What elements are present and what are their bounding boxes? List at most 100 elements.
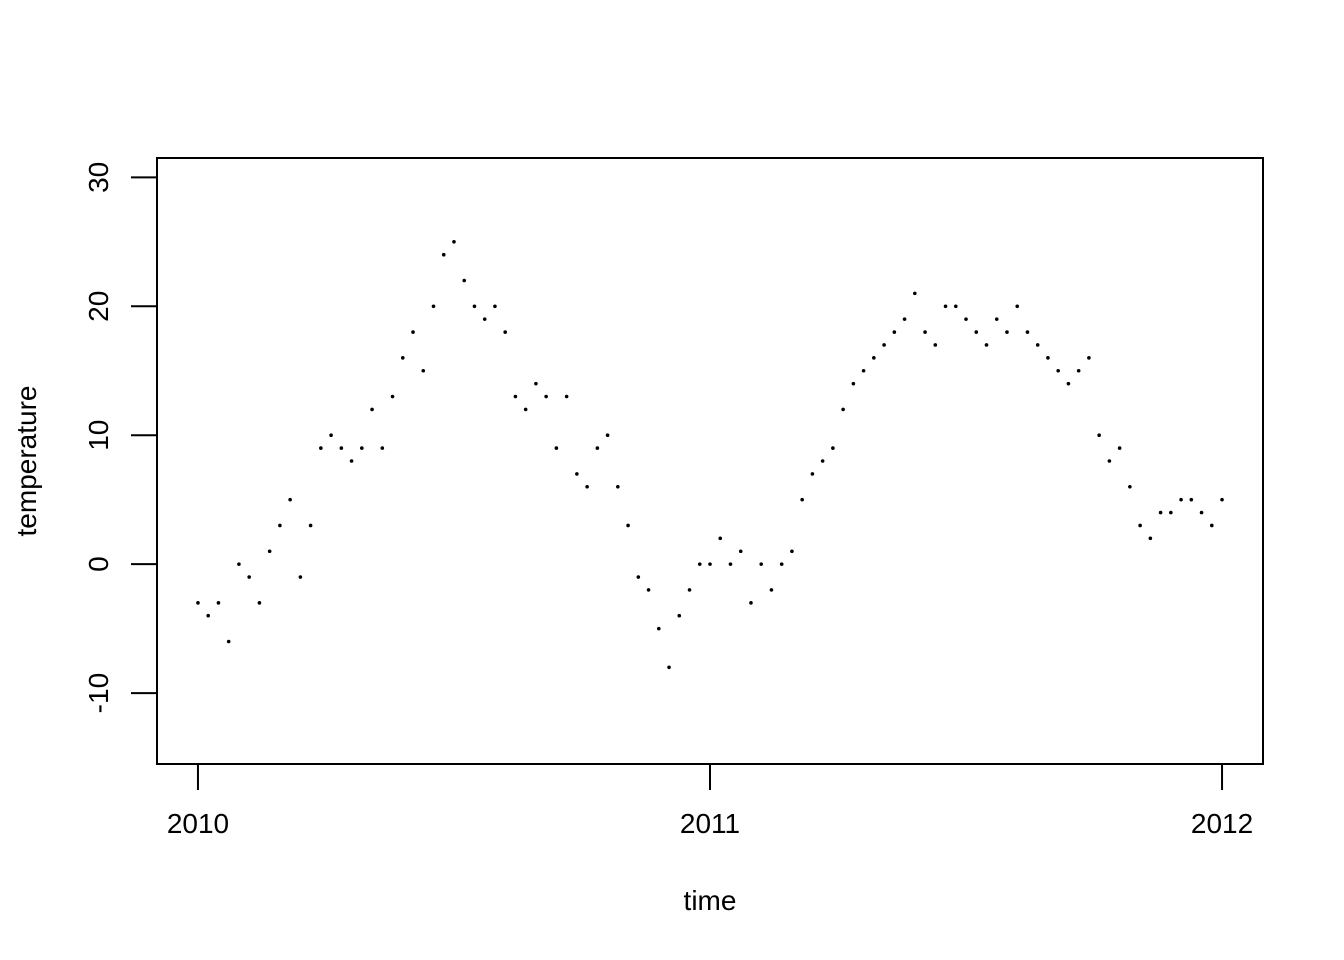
data-point — [943, 304, 948, 309]
x-axis-label: time — [684, 885, 737, 916]
data-point — [953, 304, 958, 309]
data-point — [1076, 368, 1081, 373]
data-point — [1097, 433, 1101, 438]
data-point — [1005, 330, 1009, 334]
data-point — [1035, 343, 1040, 347]
data-point — [769, 588, 774, 592]
data-point — [820, 459, 825, 463]
data-point — [298, 575, 303, 579]
y-tick-label: 30 — [83, 162, 114, 193]
data-point — [667, 665, 671, 670]
data-point — [933, 343, 938, 347]
data-point — [738, 549, 743, 554]
data-point — [749, 601, 753, 605]
data-point — [636, 575, 641, 579]
data-points — [196, 240, 1224, 670]
data-point — [288, 497, 292, 502]
x-tick-label: 2010 — [167, 808, 229, 839]
data-point — [308, 523, 313, 528]
plot-frame — [156, 157, 1264, 765]
data-point — [257, 601, 262, 605]
x-axis: 2010 2011 2012 — [167, 763, 1253, 839]
data-point — [1015, 304, 1020, 309]
data-point — [1209, 523, 1214, 528]
data-point — [800, 497, 804, 502]
data-point — [421, 368, 426, 373]
data-point — [319, 446, 323, 450]
data-point — [595, 446, 600, 450]
data-point — [1158, 510, 1163, 515]
data-point — [196, 601, 200, 605]
data-point — [411, 330, 415, 334]
data-point — [349, 459, 354, 463]
data-point — [472, 304, 477, 309]
data-point — [1189, 497, 1194, 502]
data-point — [687, 588, 692, 592]
data-point — [677, 613, 682, 618]
data-point — [523, 407, 528, 412]
data-point — [851, 381, 856, 386]
data-point — [564, 394, 569, 399]
data-point — [1107, 459, 1112, 463]
data-point — [503, 330, 507, 334]
data-point — [278, 523, 282, 528]
x-tick-label: 2012 — [1191, 808, 1253, 839]
data-point — [390, 394, 395, 399]
data-point — [1179, 497, 1183, 502]
data-point — [493, 304, 497, 309]
data-point — [237, 562, 241, 566]
data-point — [861, 368, 866, 373]
data-point — [431, 304, 436, 309]
data-point — [339, 446, 344, 450]
data-point — [902, 317, 907, 321]
y-tick-label: -10 — [83, 673, 114, 713]
data-point — [1117, 446, 1122, 450]
data-point — [656, 626, 661, 631]
x-tick-label: 2011 — [680, 808, 740, 839]
data-point — [452, 240, 456, 244]
data-point — [1148, 536, 1153, 541]
data-point — [626, 523, 630, 528]
data-point — [994, 317, 999, 321]
data-point — [360, 446, 364, 450]
data-point — [759, 562, 764, 566]
data-point — [984, 343, 989, 347]
data-point — [646, 588, 651, 592]
data-point — [964, 317, 968, 321]
data-point — [718, 536, 723, 541]
data-point — [1128, 484, 1132, 489]
y-axis: -10 0 10 20 30 — [83, 162, 158, 713]
data-point — [882, 343, 886, 347]
data-point — [544, 394, 548, 399]
data-point — [585, 484, 589, 489]
data-point — [1138, 523, 1142, 528]
data-point — [974, 330, 979, 334]
data-point — [482, 317, 487, 321]
data-point — [831, 446, 835, 450]
data-point — [708, 562, 712, 566]
data-point — [841, 407, 845, 412]
data-point — [1025, 330, 1030, 334]
data-point — [605, 433, 610, 438]
data-point — [923, 330, 927, 334]
data-point — [913, 291, 917, 296]
data-point — [513, 394, 518, 399]
data-point — [790, 549, 794, 554]
data-point — [247, 575, 251, 579]
data-point — [329, 433, 333, 438]
data-point — [226, 639, 231, 644]
data-point — [872, 356, 876, 360]
data-point — [616, 484, 620, 489]
data-point — [810, 472, 815, 476]
data-point — [1169, 510, 1173, 515]
y-tick-label: 20 — [83, 291, 114, 322]
y-axis-label: temperature — [11, 386, 42, 537]
data-point — [554, 446, 559, 450]
data-point — [1046, 356, 1050, 360]
data-point — [1220, 497, 1224, 502]
data-point — [779, 562, 784, 566]
data-point — [462, 278, 467, 283]
data-point — [1199, 510, 1204, 515]
data-point — [206, 613, 211, 618]
